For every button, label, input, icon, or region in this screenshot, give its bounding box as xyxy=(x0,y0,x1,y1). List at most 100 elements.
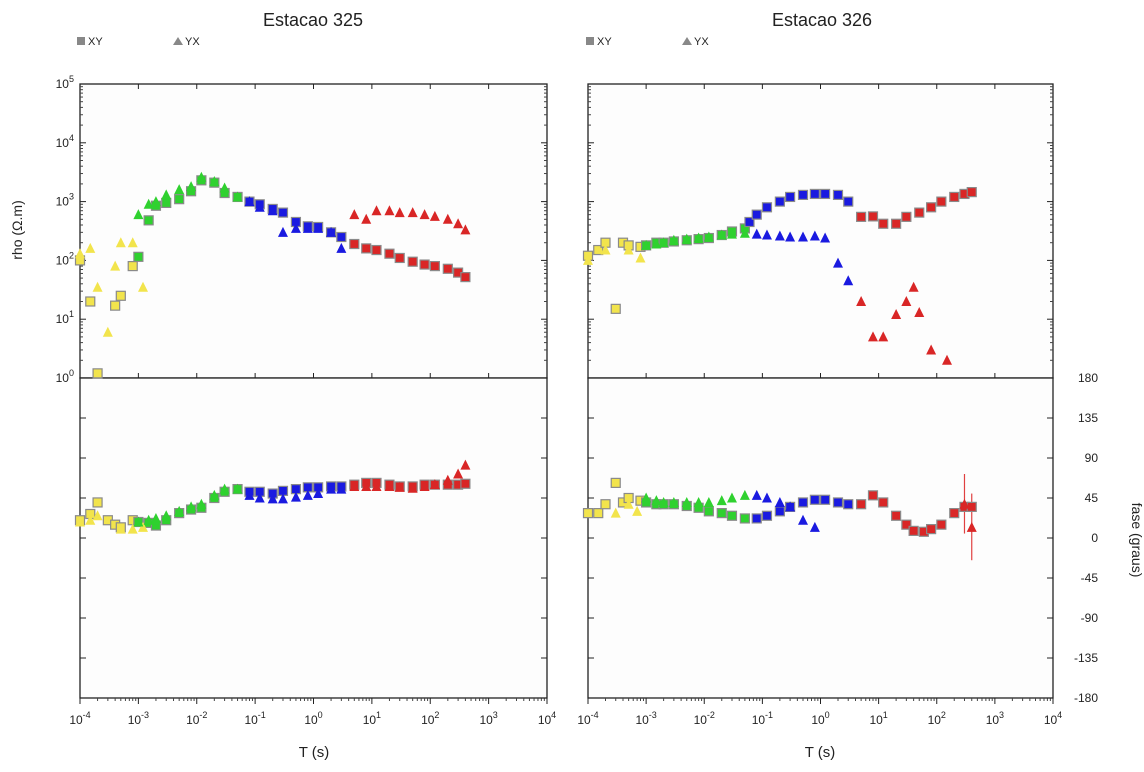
rho-point-xy xyxy=(460,271,471,283)
phase-point-yx xyxy=(196,498,207,509)
rho-point-yx xyxy=(914,307,925,318)
phase-point-xy xyxy=(600,499,611,510)
rho-point-yx xyxy=(703,231,714,242)
rho-point-xy xyxy=(127,260,138,272)
phase-point-xy xyxy=(867,490,879,501)
rho-point-yx xyxy=(371,205,382,216)
rho-point-yx xyxy=(453,218,464,229)
rho-point-xy xyxy=(809,188,820,200)
rho-point-xy xyxy=(371,244,382,256)
rho-point-yx xyxy=(751,228,762,239)
rho-point-yx xyxy=(785,231,796,242)
rho-point-xy xyxy=(751,209,762,220)
phase-point-xy xyxy=(901,519,912,530)
rho-point-yx xyxy=(641,239,652,250)
phase-point-yx xyxy=(632,505,643,516)
x-tick-label: 104 xyxy=(538,710,556,727)
rho-point-yx xyxy=(681,233,692,244)
rho-point-xy xyxy=(336,231,347,243)
phase-point-yx xyxy=(407,482,418,493)
phase-point-yx xyxy=(668,496,679,507)
rho-point-xy xyxy=(593,244,604,256)
x-tick-label: 10-1 xyxy=(752,710,773,727)
rho-point-yx xyxy=(908,281,919,292)
rho-axis-label: rho (Ω.m) xyxy=(9,200,25,259)
phase-point-yx xyxy=(150,512,161,523)
rho-point-yx xyxy=(460,224,471,235)
rho-point-xy xyxy=(143,215,154,226)
phase-point-yx xyxy=(442,474,453,485)
phase-point-yx xyxy=(739,489,750,500)
rho-point-xy xyxy=(174,194,185,205)
phase-point-yx xyxy=(361,480,372,491)
phase-point-xy xyxy=(966,501,977,512)
phase-point-xy xyxy=(751,513,762,524)
x-tick-label: 103 xyxy=(479,710,497,727)
chart-title-right: Estacao 326 xyxy=(772,10,872,30)
phase-point-yx xyxy=(302,489,313,500)
rho-point-yx xyxy=(774,230,785,241)
phase-point-yx xyxy=(703,496,714,507)
rho-point-yx xyxy=(832,257,843,268)
rho-point-xy xyxy=(820,188,831,200)
rho-point-xy xyxy=(349,238,360,250)
phase-point-yx xyxy=(460,459,471,470)
phase-point-yx xyxy=(716,495,727,506)
rho-y-tick-label: 101 xyxy=(56,309,74,326)
phase-point-yx xyxy=(453,468,464,479)
phase-point-yx xyxy=(143,514,154,525)
rho-point-xy xyxy=(761,202,773,213)
phase-point-yx xyxy=(277,493,288,504)
phase-point-yx xyxy=(651,495,662,506)
rho-point-yx xyxy=(174,184,185,195)
rho-point-yx xyxy=(161,189,172,200)
phase-point-xy xyxy=(856,499,867,510)
phase-point-xy xyxy=(460,478,471,489)
phase-point-yx xyxy=(127,523,138,534)
legend-xy-label-left: XY xyxy=(88,36,103,48)
rho-point-xy xyxy=(161,197,172,209)
rho-point-yx xyxy=(143,198,154,209)
legend-xy-square-right xyxy=(586,37,594,45)
rho-point-xy xyxy=(361,243,372,254)
rho-point-yx xyxy=(75,248,85,259)
rho-point-xy xyxy=(277,207,289,218)
phase-point-yx xyxy=(394,481,405,492)
rho-y-tick-label: 103 xyxy=(56,192,74,209)
rho-point-xy xyxy=(744,216,755,228)
x-axis-label-left: T (s) xyxy=(299,744,330,761)
phase-point-yx xyxy=(658,496,669,507)
phase-point-xy xyxy=(726,510,738,521)
rho-point-yx xyxy=(361,213,372,224)
phase-point-yx xyxy=(774,496,785,507)
phase-point-yx xyxy=(726,492,737,503)
rho-point-xy xyxy=(785,191,796,203)
legend-yx-label-right: YX xyxy=(694,36,709,48)
legend-yx-triangle-right xyxy=(682,37,692,45)
rho-y-tick-label: 104 xyxy=(56,133,74,150)
x-tick-label: 104 xyxy=(1044,710,1062,727)
phase-point-xy xyxy=(582,508,594,519)
phase-point-yx xyxy=(244,489,255,500)
rho-y-tick-label: 100 xyxy=(56,368,74,385)
phase-point-yx xyxy=(959,498,970,509)
rho-point-xy xyxy=(867,211,879,222)
phase-point-yx xyxy=(966,521,977,532)
rho-point-yx xyxy=(267,205,278,216)
phase-point-yx xyxy=(610,507,621,518)
rho-point-yx xyxy=(442,213,453,224)
phase-point-xy xyxy=(936,519,947,530)
phase-point-xy xyxy=(761,510,773,521)
rho-point-xy xyxy=(419,259,430,270)
phase-panel-frame xyxy=(587,377,1054,699)
phase-point-xy xyxy=(703,506,714,517)
phase-point-yx xyxy=(92,510,103,521)
rho-point-xy xyxy=(926,202,937,213)
rho-point-xy xyxy=(85,296,96,307)
x-tick-label: 101 xyxy=(363,710,381,727)
rho-point-xy xyxy=(878,218,889,229)
phase-point-yx xyxy=(254,492,265,503)
phase-point-yx xyxy=(751,489,762,500)
